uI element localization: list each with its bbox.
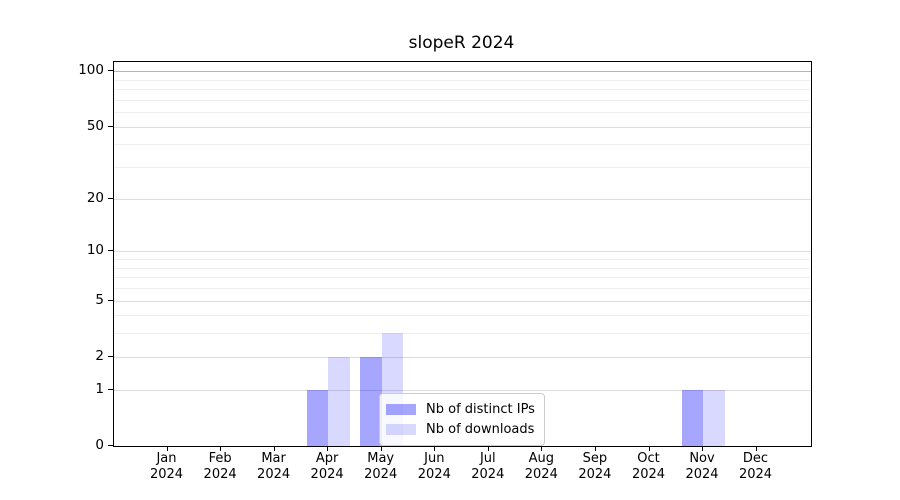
y-tick xyxy=(108,388,113,390)
x-tick-label: Mar 2024 xyxy=(257,451,291,482)
y-tick-label: 1 xyxy=(95,380,104,397)
x-tick xyxy=(755,446,757,451)
y-tick-label: 20 xyxy=(86,189,104,206)
y-tick-label: 100 xyxy=(78,62,104,79)
gridline-major xyxy=(114,300,811,302)
x-tick xyxy=(487,446,489,451)
gridline-minor xyxy=(114,144,811,146)
x-tick-label: Feb 2024 xyxy=(203,451,237,482)
x-tick-label: Jul 2024 xyxy=(471,451,505,482)
gridline-minor xyxy=(114,315,811,317)
gridline-minor xyxy=(114,79,811,81)
y-tick xyxy=(108,250,113,252)
gridline-major xyxy=(114,126,811,128)
x-tick xyxy=(702,446,703,451)
x-tick-label: Sep 2024 xyxy=(578,451,612,482)
chart-title: slopeR 2024 xyxy=(408,33,515,53)
legend-label-downloads: Nb of downloads xyxy=(426,421,535,437)
gridline-minor xyxy=(114,99,811,101)
y-tick xyxy=(108,355,113,357)
plot-area: Nb of distinct IPs Nb of downloads xyxy=(113,61,812,447)
gridline-minor xyxy=(114,277,811,279)
x-tick xyxy=(273,446,275,451)
legend-row-downloads: Nb of downloads xyxy=(386,419,536,439)
gridline-major xyxy=(114,356,811,358)
y-tick-label: 5 xyxy=(95,291,104,308)
legend-row-distinct-ips: Nb of distinct IPs xyxy=(386,399,536,419)
y-tick xyxy=(108,125,113,127)
gridline-minor xyxy=(114,287,811,289)
bar-distinct-ips xyxy=(681,389,703,446)
gridline-major xyxy=(114,71,811,73)
x-tick-label: Aug 2024 xyxy=(524,451,558,482)
x-tick-label: Jan 2024 xyxy=(149,451,184,482)
x-tick-label: Jun 2024 xyxy=(417,451,451,482)
y-tick-label: 50 xyxy=(86,117,104,134)
y-tick xyxy=(108,445,113,446)
y-tick xyxy=(108,299,113,301)
gridline-minor xyxy=(114,89,811,90)
legend-swatch-distinct-ips xyxy=(386,403,416,415)
x-tick-label: Oct 2024 xyxy=(631,451,666,482)
x-tick xyxy=(434,446,436,451)
gridline-major xyxy=(114,198,811,200)
x-tick xyxy=(220,446,222,451)
legend-swatch-downloads xyxy=(386,423,416,435)
x-tick-label: May 2024 xyxy=(364,451,398,482)
gridline-minor xyxy=(114,259,811,260)
bar-downloads xyxy=(703,389,725,446)
gridline-major xyxy=(114,251,811,253)
x-tick xyxy=(166,446,168,451)
bar-downloads xyxy=(328,356,350,446)
x-tick xyxy=(327,446,329,451)
y-tick xyxy=(108,70,113,72)
gridline-minor xyxy=(114,167,811,169)
y-tick-label: 0 xyxy=(95,437,104,453)
x-tick xyxy=(594,446,596,451)
x-tick-label: Dec 2024 xyxy=(738,451,773,482)
y-tick xyxy=(108,197,113,199)
x-tick-label: Nov 2024 xyxy=(685,451,719,482)
y-tick-label: 10 xyxy=(86,242,104,259)
gridline-minor xyxy=(114,112,811,114)
gridline-minor xyxy=(114,267,811,269)
legend: Nb of distinct IPs Nb of downloads xyxy=(379,393,545,446)
x-tick xyxy=(648,446,650,451)
gridline-major xyxy=(114,389,811,391)
gridline-minor xyxy=(114,333,811,335)
y-tick-label: 2 xyxy=(95,347,104,364)
bar-distinct-ips xyxy=(360,356,382,446)
x-tick xyxy=(380,446,382,451)
bar-distinct-ips xyxy=(306,389,329,446)
legend-label-distinct-ips: Nb of distinct IPs xyxy=(426,401,535,417)
x-tick-label: Apr 2024 xyxy=(310,451,344,482)
x-tick xyxy=(541,446,543,451)
